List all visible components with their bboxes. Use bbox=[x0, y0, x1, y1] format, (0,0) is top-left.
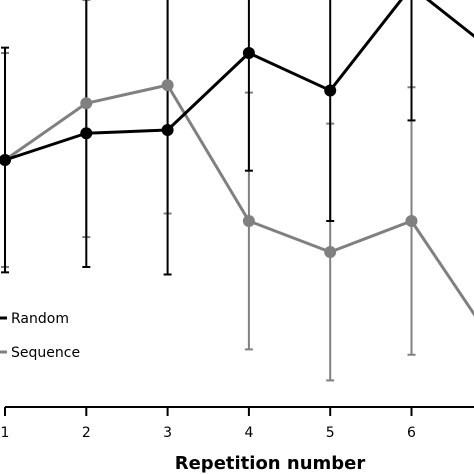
series-lines bbox=[4, 0, 474, 317]
data-point-random-5 bbox=[324, 84, 337, 97]
legend: Random Sequence bbox=[0, 311, 80, 361]
series-line-sequence bbox=[4, 83, 474, 317]
x-tick-label-5: 5 bbox=[326, 425, 335, 441]
data-point-sequence-5 bbox=[324, 246, 337, 259]
x-tick-label-6: 6 bbox=[407, 425, 416, 441]
x-axis: 1 2 3 4 5 6 bbox=[1, 406, 474, 441]
legend-label-random: Random bbox=[11, 311, 69, 327]
x-tick-label-4: 4 bbox=[244, 425, 253, 441]
data-point-sequence-2 bbox=[80, 97, 93, 110]
series-line-random bbox=[4, 0, 474, 162]
data-point-random-3 bbox=[161, 124, 174, 137]
data-point-random-1 bbox=[0, 154, 11, 166]
data-point-sequence-4 bbox=[242, 214, 255, 227]
legend-label-sequence: Sequence bbox=[11, 345, 80, 361]
data-point-random-4 bbox=[242, 47, 255, 59]
data-point-random-2 bbox=[80, 127, 93, 140]
data-point-sequence-3 bbox=[161, 79, 174, 92]
x-tick-label-2: 2 bbox=[82, 425, 91, 441]
x-tick-label-1: 1 bbox=[1, 425, 10, 441]
data-point-sequence-6 bbox=[405, 214, 418, 227]
x-axis-title: Repetition number bbox=[175, 453, 366, 474]
series-points bbox=[0, 47, 418, 259]
x-tick-label-3: 3 bbox=[163, 425, 172, 441]
